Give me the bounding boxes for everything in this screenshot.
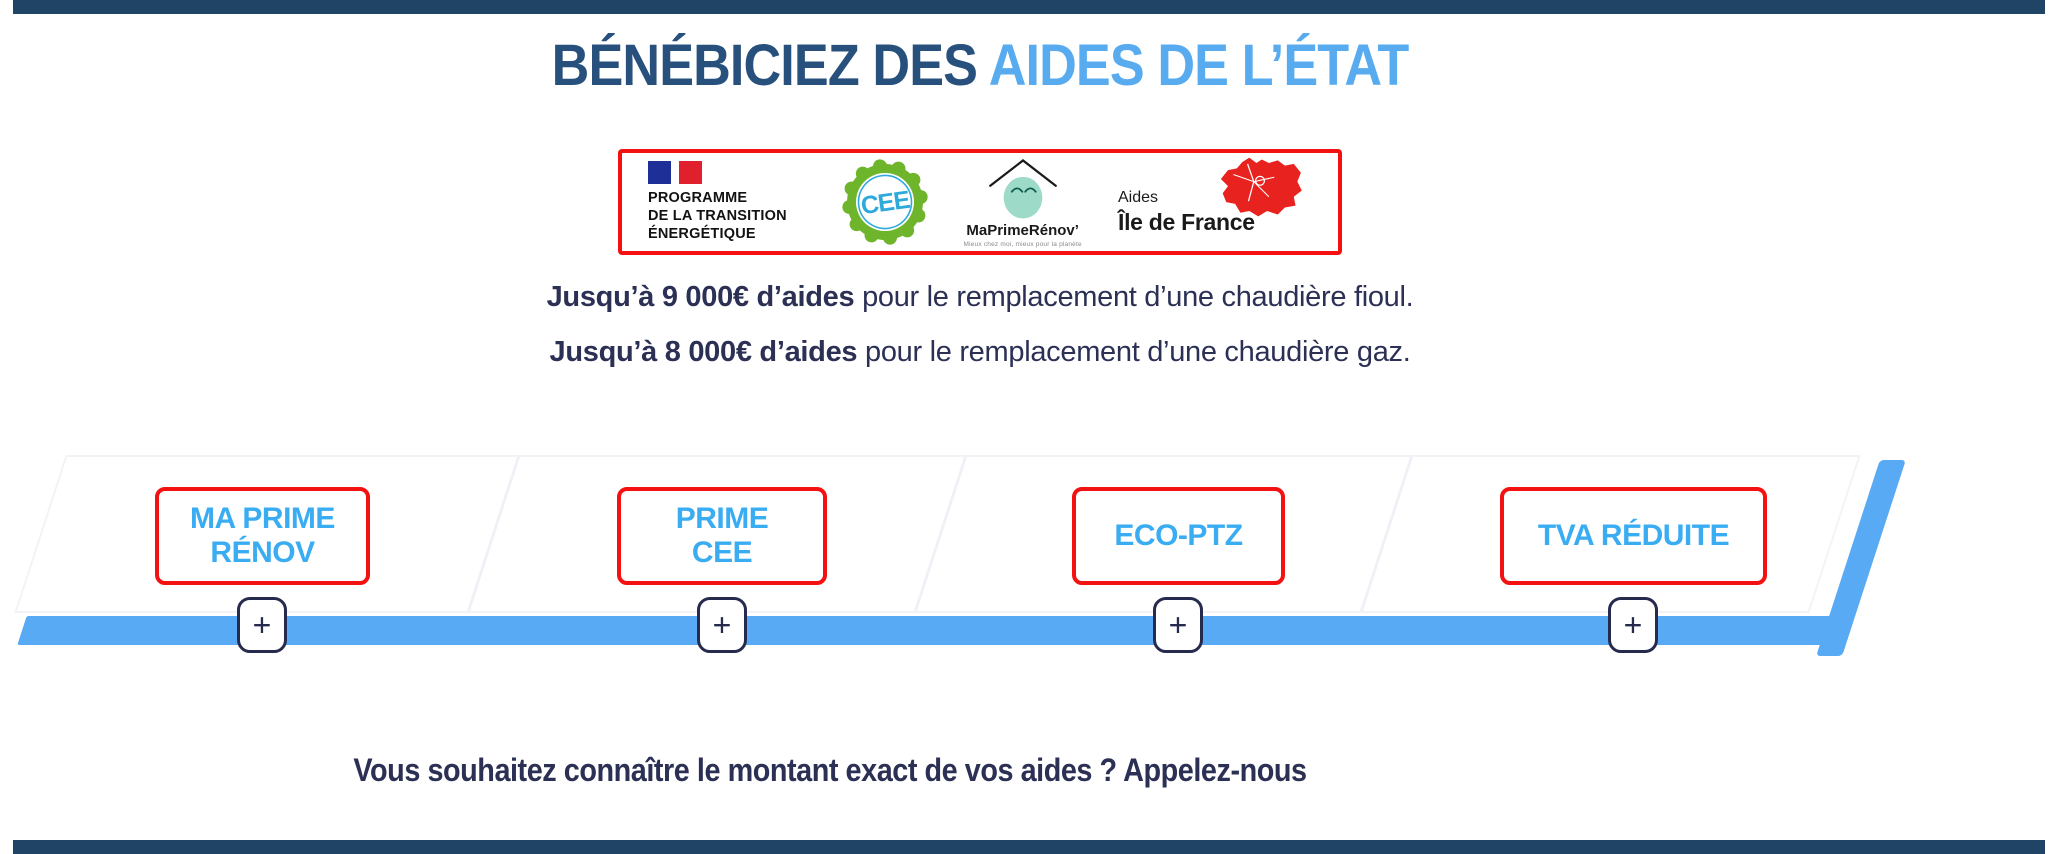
cta-text: Vous souhaitez connaître le montant exac… [83, 752, 1577, 789]
title-accent-text: AIDES DE L’ÉTAT [988, 33, 1409, 98]
logo-programme-transition: PROGRAMME DE LA TRANSITION ÉNERGÉTIQUE [648, 161, 823, 243]
aid-card-tva-reduite[interactable]: TVA RÉDUITE [1500, 487, 1767, 585]
aid-amount-fioul-rest: pour le remplacement d’une chaudière fio… [854, 281, 1414, 313]
band-divider [1359, 457, 1414, 611]
aid-card-ma-prime-renov[interactable]: MA PRIME RÉNOV [155, 487, 370, 585]
logo-aides-ile-de-france: Aides Île de France [1116, 153, 1312, 251]
top-border-bar [13, 0, 2045, 14]
aid-label-line: RÉNOV [210, 536, 315, 569]
french-flag-icon [648, 161, 823, 184]
logo-maprimerenov: MaPrimeRénov’ Mieux chez moi, mieux pour… [948, 156, 1098, 248]
partner-logos-panel: PROGRAMME DE LA TRANSITION ÉNERGÉTIQUE [618, 149, 1342, 255]
aid-label-line: ECO-PTZ [1114, 519, 1243, 552]
aid-label-line: PRIME [675, 502, 769, 535]
idf-aides-label: Aides [1117, 189, 1159, 206]
mpr-mascot-icon [988, 159, 1057, 219]
aid-amount-gaz-rest: pour le remplacement d’une chaudière gaz… [857, 336, 1411, 368]
aid-label-line: TVA RÉDUITE [1537, 519, 1730, 552]
aid-card-prime-cee[interactable]: PRIME CEE [617, 487, 827, 585]
page-title: BÉNÉBICIEZ DES AIDES DE L’ÉTAT [98, 28, 1862, 103]
aid-amount-line-gaz: Jusqu’à 8 000€ d’aides pour le remplacem… [0, 336, 1960, 369]
mpr-wordmark: MaPrimeRénov’ [966, 222, 1079, 239]
plus-icon: + [1168, 607, 1188, 643]
expand-tva-reduite-button[interactable]: + [1608, 597, 1658, 653]
logo-cee: CEE [841, 159, 929, 245]
idf-map-icon [1220, 157, 1302, 217]
programme-line: DE LA TRANSITION [648, 208, 787, 224]
aid-label-line: MA PRIME [190, 502, 335, 535]
programme-line: PROGRAMME [648, 190, 748, 206]
aid-card-eco-ptz[interactable]: ECO-PTZ [1072, 487, 1285, 585]
plus-icon: + [1623, 607, 1643, 643]
programme-line: ÉNERGÉTIQUE [648, 226, 756, 242]
aid-label-line: CEE [691, 536, 753, 569]
band-divider [913, 457, 968, 611]
cee-badge-icon: CEE [842, 159, 928, 245]
cee-badge-label: CEE [860, 186, 912, 221]
plus-icon: + [252, 607, 272, 643]
expand-ma-prime-renov-button[interactable]: + [237, 597, 287, 653]
timeline-bar [17, 616, 1847, 645]
band-divider [466, 457, 521, 611]
aid-amount-gaz-bold: Jusqu’à 8 000€ d’aides [549, 336, 858, 368]
expand-prime-cee-button[interactable]: + [697, 597, 747, 653]
aid-amount-line-fioul: Jusqu’à 9 000€ d’aides pour le remplacem… [0, 281, 1960, 314]
idf-region-label: Île de France [1117, 209, 1255, 235]
bottom-border-bar [13, 840, 2045, 854]
aid-amount-fioul-bold: Jusqu’à 9 000€ d’aides [546, 281, 855, 313]
mpr-tagline: Mieux chez moi, mieux pour la planète [963, 241, 1082, 248]
cta-text-content: Vous souhaitez connaître le montant exac… [353, 752, 1307, 788]
plus-icon: + [712, 607, 732, 643]
title-main-text: BÉNÉBICIEZ DES [551, 33, 989, 98]
expand-eco-ptz-button[interactable]: + [1153, 597, 1203, 653]
